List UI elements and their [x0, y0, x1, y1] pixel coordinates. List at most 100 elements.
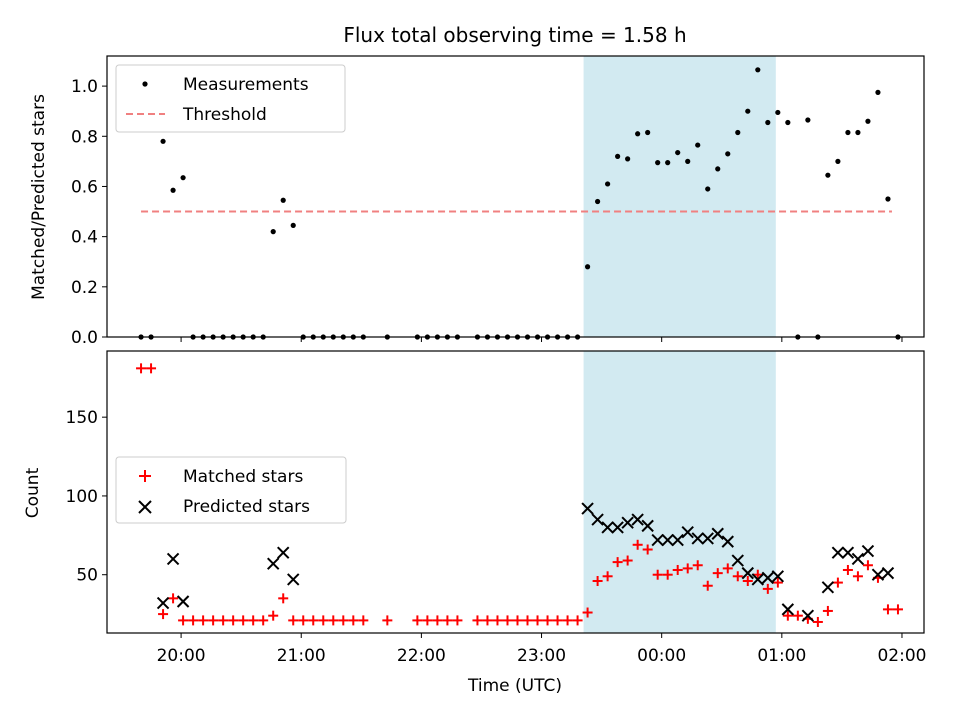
- predicted-star-point: [711, 527, 724, 540]
- matched-star-point: [562, 615, 573, 626]
- predicted-star-point: [801, 609, 815, 622]
- measurement-point: [735, 129, 741, 136]
- matched-star-point: [832, 577, 843, 588]
- measurement-point: [665, 160, 671, 166]
- top-x-ticks: [180, 337, 903, 342]
- predicted-star-point: [861, 544, 875, 558]
- matched-star-point: [382, 615, 393, 626]
- predicted-star-point: [881, 566, 895, 580]
- predicted-star-point: [741, 566, 754, 580]
- measurement-point: [825, 172, 831, 178]
- predicted-star-point: [621, 516, 634, 529]
- matched-star-point: [862, 560, 873, 571]
- measurement-point: [605, 181, 611, 187]
- matched-star-point: [278, 593, 289, 604]
- measurement-point: [645, 129, 651, 136]
- top-plot-frame: [106, 55, 925, 338]
- matched-star-point: [412, 615, 423, 626]
- matched-star-point: [146, 363, 157, 374]
- matched-star-point: [792, 610, 803, 621]
- matched-star-point: [492, 615, 503, 626]
- y-tick-label: 0.8: [71, 127, 98, 147]
- matched-star-point: [512, 615, 523, 626]
- top-legend: Measurements Threshold: [115, 64, 346, 133]
- matched-star-point: [592, 576, 603, 587]
- matched-star-point: [136, 363, 147, 374]
- matched-star-point: [298, 615, 309, 626]
- bottom-x-axis: 20:00 21:00 22:00 23:00 00:00 01:00 02:00: [157, 633, 926, 666]
- matched-star-point: [158, 609, 169, 620]
- matched-star-point: [432, 615, 443, 626]
- measurement-point: [715, 166, 721, 172]
- measurement-point: [725, 151, 731, 157]
- legend-predicted-label: Predicted stars: [183, 497, 310, 517]
- predicted-star-point: [651, 533, 664, 547]
- predicted-star-point: [661, 533, 674, 547]
- matched-star-point: [422, 615, 433, 626]
- matched-star-point: [612, 557, 623, 568]
- matched-star-point: [852, 571, 863, 582]
- predicted-star-point: [681, 525, 694, 539]
- measurement-point: [885, 196, 891, 202]
- measurement-point: [180, 175, 186, 181]
- measurement-point: [280, 197, 286, 203]
- measurement-point: [785, 119, 791, 126]
- y-tick-label: 1.0: [71, 77, 98, 97]
- y-tick-label: 0.6: [71, 177, 98, 197]
- matched-star-point: [712, 568, 723, 579]
- matched-star-point: [288, 615, 299, 626]
- measurement-point: [655, 160, 661, 166]
- y-tick-label: 0.4: [71, 228, 98, 248]
- predicted-star-point: [691, 532, 704, 545]
- matched-star-point: [732, 571, 743, 582]
- matched-star-point: [842, 564, 853, 575]
- matched-star-point: [882, 604, 893, 615]
- predicted-star-point: [841, 546, 855, 559]
- measurement-point: [845, 129, 851, 136]
- x-tick-label: 22:00: [397, 646, 446, 666]
- predicted-star-point: [601, 521, 614, 534]
- matched-star-point: [238, 615, 249, 626]
- x-tick-label: 02:00: [877, 646, 926, 666]
- matched-star-point: [602, 571, 613, 582]
- matched-star-point: [308, 615, 319, 626]
- x-tick-label: 00:00: [637, 646, 686, 666]
- matched-star-point: [328, 615, 339, 626]
- y-tick-label: 150: [66, 408, 98, 428]
- y-tick-label: 100: [66, 487, 98, 507]
- predicted-star-point: [821, 581, 835, 594]
- measurement-point: [755, 67, 761, 73]
- matched-star-point: [168, 593, 179, 604]
- chart-title: Flux total observing time = 1.58 h: [343, 23, 686, 47]
- legend-matched-label: Matched stars: [183, 467, 303, 487]
- predicted-star-point: [287, 573, 300, 586]
- matched-star-point: [772, 577, 783, 588]
- matched-star-point: [522, 615, 533, 626]
- matched-star-point: [218, 615, 229, 626]
- matched-star-point: [482, 615, 493, 626]
- matched-star-point: [532, 615, 543, 626]
- bottom-legend-box: [115, 456, 347, 524]
- matched-star-point: [652, 569, 663, 580]
- y-tick-label: 50: [76, 566, 98, 586]
- top-panel: 0.0 0.2 0.4 0.6 0.8 1.0 Matched/Predicted sta…: [29, 55, 925, 348]
- matched-star-point: [198, 615, 209, 626]
- measurement-point: [695, 142, 701, 148]
- x-tick-label: 23:00: [517, 646, 566, 666]
- matched-star-point: [812, 616, 823, 627]
- predicted-star-point: [851, 552, 865, 566]
- predicted-star-point: [266, 557, 280, 570]
- matched-star-point: [582, 607, 593, 618]
- predicted-star-point: [771, 570, 785, 583]
- predicted-star-point: [581, 502, 594, 515]
- matched-star-point: [472, 615, 483, 626]
- bottom-x-axis-label: Time (UTC): [467, 676, 562, 696]
- matched-star-point: [682, 563, 693, 574]
- x-tick-label: 20:00: [157, 646, 206, 666]
- y-tick-label: 0.0: [71, 328, 98, 348]
- matched-star-point: [782, 610, 793, 621]
- matched-star-point: [542, 615, 553, 626]
- bottom-highlight-layer: [583, 351, 776, 633]
- measurement-point: [675, 149, 681, 156]
- bottom-plot-frame: [106, 350, 925, 634]
